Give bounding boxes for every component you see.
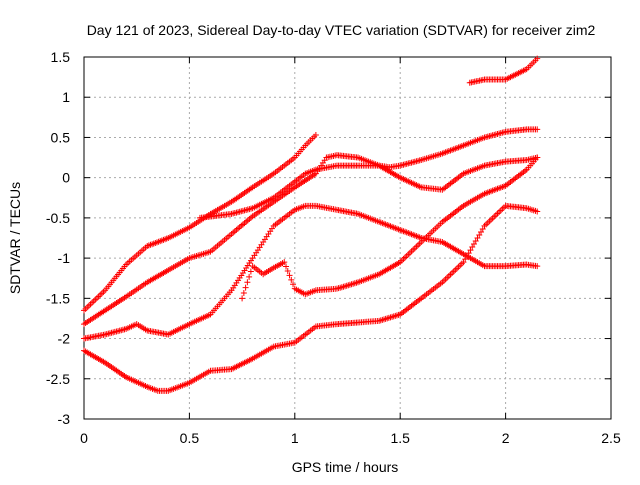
plus-marker [286, 272, 293, 279]
plus-marker [478, 228, 485, 235]
plus-marker [467, 247, 474, 254]
x-tick-label: 1 [291, 430, 299, 446]
series-arc-7 [466, 55, 541, 86]
y-tick-label: -2 [58, 331, 71, 347]
plus-marker [463, 253, 470, 260]
y-tick-label: 1 [62, 89, 70, 105]
axis-ticks [83, 56, 612, 420]
y-tick-label: 1.5 [51, 49, 71, 65]
plus-marker [479, 225, 486, 232]
series-arc-4 [81, 202, 541, 342]
chart-title: Day 121 of 2023, Sidereal Day-to-day VTE… [87, 22, 596, 38]
plus-marker [288, 276, 295, 283]
plus-marker [246, 273, 253, 280]
plus-marker [465, 250, 472, 257]
y-axis-label: SDTVAR / TECUs [7, 182, 23, 294]
plus-marker [247, 268, 254, 275]
series-arc-1 [81, 132, 319, 314]
plus-marker [470, 241, 477, 248]
series-arc-5 [81, 202, 541, 394]
plus-marker [240, 289, 247, 296]
y-tick-label: -1 [58, 250, 71, 266]
plus-marker [460, 259, 467, 266]
plus-marker [476, 231, 483, 238]
plus-marker [312, 132, 319, 139]
plus-marker [244, 279, 251, 286]
plus-marker [534, 208, 541, 215]
plus-marker [283, 263, 290, 270]
series-arc-6 [239, 154, 541, 302]
y-tick-label: -0.5 [46, 210, 70, 226]
x-tick-label: 2 [502, 430, 510, 446]
plus-marker [281, 259, 288, 266]
plus-marker [242, 284, 249, 291]
plus-marker [474, 235, 481, 241]
x-tick-label: 0.5 [180, 430, 200, 446]
x-axis-label: GPS time / hours [292, 459, 399, 475]
series-arc-2 [196, 126, 541, 221]
x-tick-label: 2.5 [601, 430, 621, 446]
data-points [81, 55, 541, 394]
plus-marker [284, 267, 291, 274]
y-tick-label: -1.5 [46, 290, 70, 306]
plus-marker [469, 244, 476, 251]
plot-frame [83, 56, 612, 420]
plus-marker [534, 154, 541, 161]
y-tick-label: 0 [62, 170, 70, 186]
plus-marker [534, 263, 541, 270]
axis-tick-labels: 0 0.5 1 1.5 2 2.5 -3 -2.5 -2 -1.5 -1 -0.5 0 0.5 1 1.5 [46, 49, 621, 446]
y-tick-label: 0.5 [51, 129, 71, 145]
grid-layer [84, 57, 611, 419]
y-tick-label: -2.5 [46, 371, 70, 387]
y-tick-label: -3 [58, 411, 71, 427]
plus-marker [462, 256, 469, 263]
plus-marker [472, 238, 479, 245]
plus-marker [534, 55, 541, 62]
plus-marker [290, 281, 297, 288]
plus-marker [239, 295, 246, 302]
x-tick-label: 0 [80, 430, 88, 446]
x-tick-label: 1.5 [390, 430, 410, 446]
plus-marker [534, 126, 541, 133]
